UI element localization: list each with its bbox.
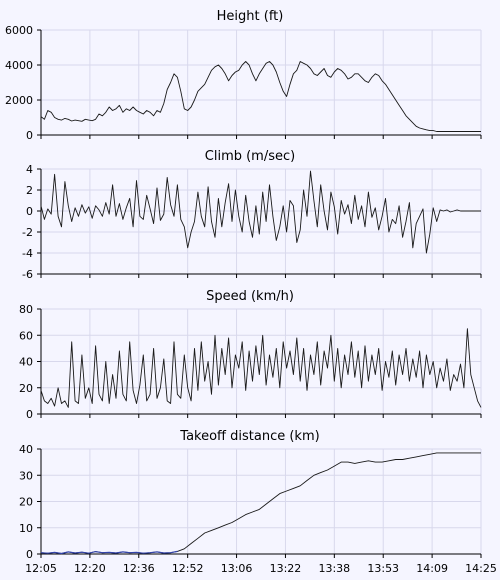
chart-panel-0: Height (ft) 0 2000 4000 6000: [5, 9, 482, 142]
series-line-ground: [40, 550, 178, 555]
x-tick-label: 12:20: [74, 562, 106, 575]
x-tick-label: 12:36: [123, 562, 155, 575]
series-line: [40, 328, 482, 408]
series-line: [40, 452, 481, 554]
chart-title: Climb (m/sec): [205, 149, 295, 164]
chart-title: Speed (km/h): [206, 289, 294, 304]
x-tick-label: 13:53: [367, 562, 399, 575]
y-tick-label: 0: [26, 408, 33, 421]
x-tick-label: 14:25: [465, 562, 497, 575]
x-tick-label: 12:05: [25, 562, 57, 575]
y-tick-label: 20: [19, 382, 33, 395]
y-tick-label: 40: [19, 443, 33, 456]
chart-title: Height (ft): [217, 9, 284, 24]
y-tick-label: 4000: [5, 59, 33, 72]
x-tick-label: 13:22: [270, 562, 302, 575]
chart-panel-2: Speed (km/h) 0 20 40 60 80: [19, 289, 482, 421]
x-tick-label: 12:52: [172, 562, 204, 575]
x-tick-label: 13:06: [221, 562, 253, 575]
chart-panel-1: Climb (m/sec) -6 -4 -2 0 2 4: [22, 149, 482, 281]
series-line: [40, 61, 481, 132]
chart-panel-3: Takeoff distance (km) 0 10 20 30 40: [19, 429, 482, 561]
y-tick-label: -2: [22, 226, 33, 239]
x-tick-label: 13:38: [318, 562, 350, 575]
y-tick-label: -4: [22, 247, 33, 260]
chart-title: Takeoff distance (km): [179, 429, 319, 444]
y-tick-label: 0: [26, 205, 33, 218]
y-tick-label: 40: [19, 356, 33, 369]
y-tick-label: 10: [19, 522, 33, 535]
y-tick-label: 2: [26, 184, 33, 197]
y-tick-label: -6: [22, 268, 33, 281]
series-line: [40, 170, 481, 254]
y-tick-label: 60: [19, 329, 33, 342]
y-tick-label: 80: [19, 303, 33, 316]
y-tick-label: 20: [19, 496, 33, 509]
y-tick-label: 6000: [5, 24, 33, 37]
y-tick-label: 2000: [5, 94, 33, 107]
x-tick-label: 14:09: [416, 562, 448, 575]
y-tick-label: 0: [26, 548, 33, 561]
y-tick-label: 0: [26, 129, 33, 142]
y-tick-label: 4: [26, 163, 33, 176]
y-tick-label: 30: [19, 469, 33, 482]
